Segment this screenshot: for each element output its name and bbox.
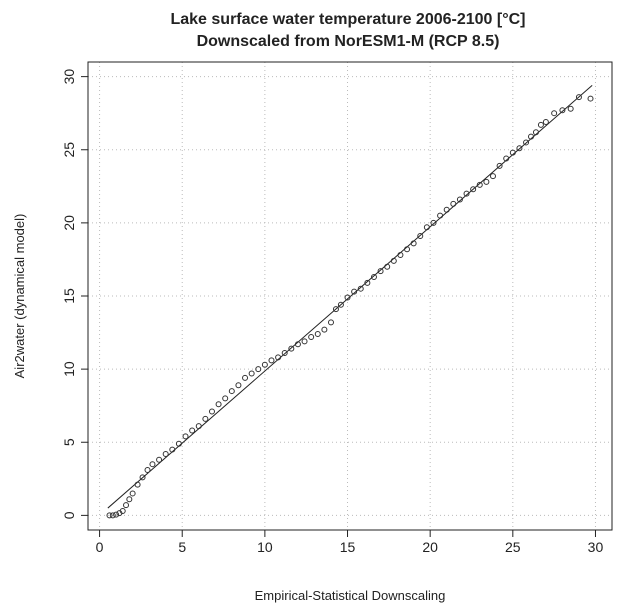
point [410,240,417,247]
point [242,374,249,381]
y-tick-label: 25 [61,142,77,158]
point [470,186,477,193]
chart-title: Lake surface water temperature 2006-2100… [170,11,525,28]
point [437,212,444,219]
point [443,206,450,213]
point [275,354,282,361]
x-tick-label: 10 [257,539,273,555]
chart-subtitle: Downscaled from NorESM1-M (RCP 8.5) [197,33,500,50]
point [109,512,116,519]
point [423,224,430,231]
point [390,257,397,264]
x-axis-label: Empirical-Statistical Downscaling [255,588,446,603]
point [156,456,163,463]
point [248,370,255,377]
x-tick-label: 25 [505,539,521,555]
point [456,196,463,203]
point [126,496,133,503]
x-tick-label: 0 [96,539,104,555]
point [314,331,321,338]
point [294,341,301,348]
point [351,288,358,295]
y-axis-label: Air2water (dynamical model) [12,214,27,379]
point [202,415,209,422]
point [228,388,235,395]
y-tick-label: 30 [61,69,77,85]
point [489,173,496,180]
point [215,401,222,408]
point [476,181,483,188]
point [537,121,544,128]
point [542,118,549,125]
point [175,440,182,447]
y-tick-label: 5 [61,438,77,446]
point [587,95,594,102]
point [288,345,295,352]
plot-frame [87,61,613,531]
point [523,139,530,146]
point [528,133,535,140]
point [268,357,275,364]
point [496,162,503,169]
x-tick-label: 5 [178,539,186,555]
point [483,178,490,185]
point [377,268,384,275]
point [364,279,371,286]
y-tick-label: 0 [61,511,77,519]
point [308,333,315,340]
point [235,382,242,389]
point [450,200,457,207]
point [559,107,566,114]
point [417,233,424,240]
point [384,263,391,270]
point [129,490,136,497]
point [321,326,328,333]
point [182,433,189,440]
point [463,190,470,197]
point [169,446,176,453]
point [255,366,262,373]
point [139,474,146,481]
point [344,294,351,301]
point [106,512,113,519]
x-tick-label: 20 [422,539,438,555]
point [113,511,120,518]
point [208,408,215,415]
point [516,145,523,152]
x-tick-label: 15 [340,539,356,555]
point [532,129,539,136]
y-tick-label: 15 [61,288,77,304]
point [337,301,344,308]
point [332,306,339,313]
point [397,252,404,259]
y-tick-label: 10 [61,361,77,377]
point [551,110,558,117]
x-tick-label: 30 [588,539,604,555]
point [119,507,126,514]
y-tick-label: 20 [61,215,77,231]
point [327,319,334,326]
point [430,219,437,226]
point [195,423,202,430]
point [281,350,288,357]
point [567,105,574,112]
point [222,395,229,402]
point [404,246,411,253]
point [162,450,169,457]
point [123,502,130,509]
point [509,149,516,156]
point [503,155,510,162]
point [370,273,377,280]
point [301,338,308,345]
point [144,467,151,474]
point [357,285,364,292]
point [149,461,156,468]
point [189,427,196,434]
point [575,94,582,101]
point [261,361,268,368]
point [134,481,141,488]
